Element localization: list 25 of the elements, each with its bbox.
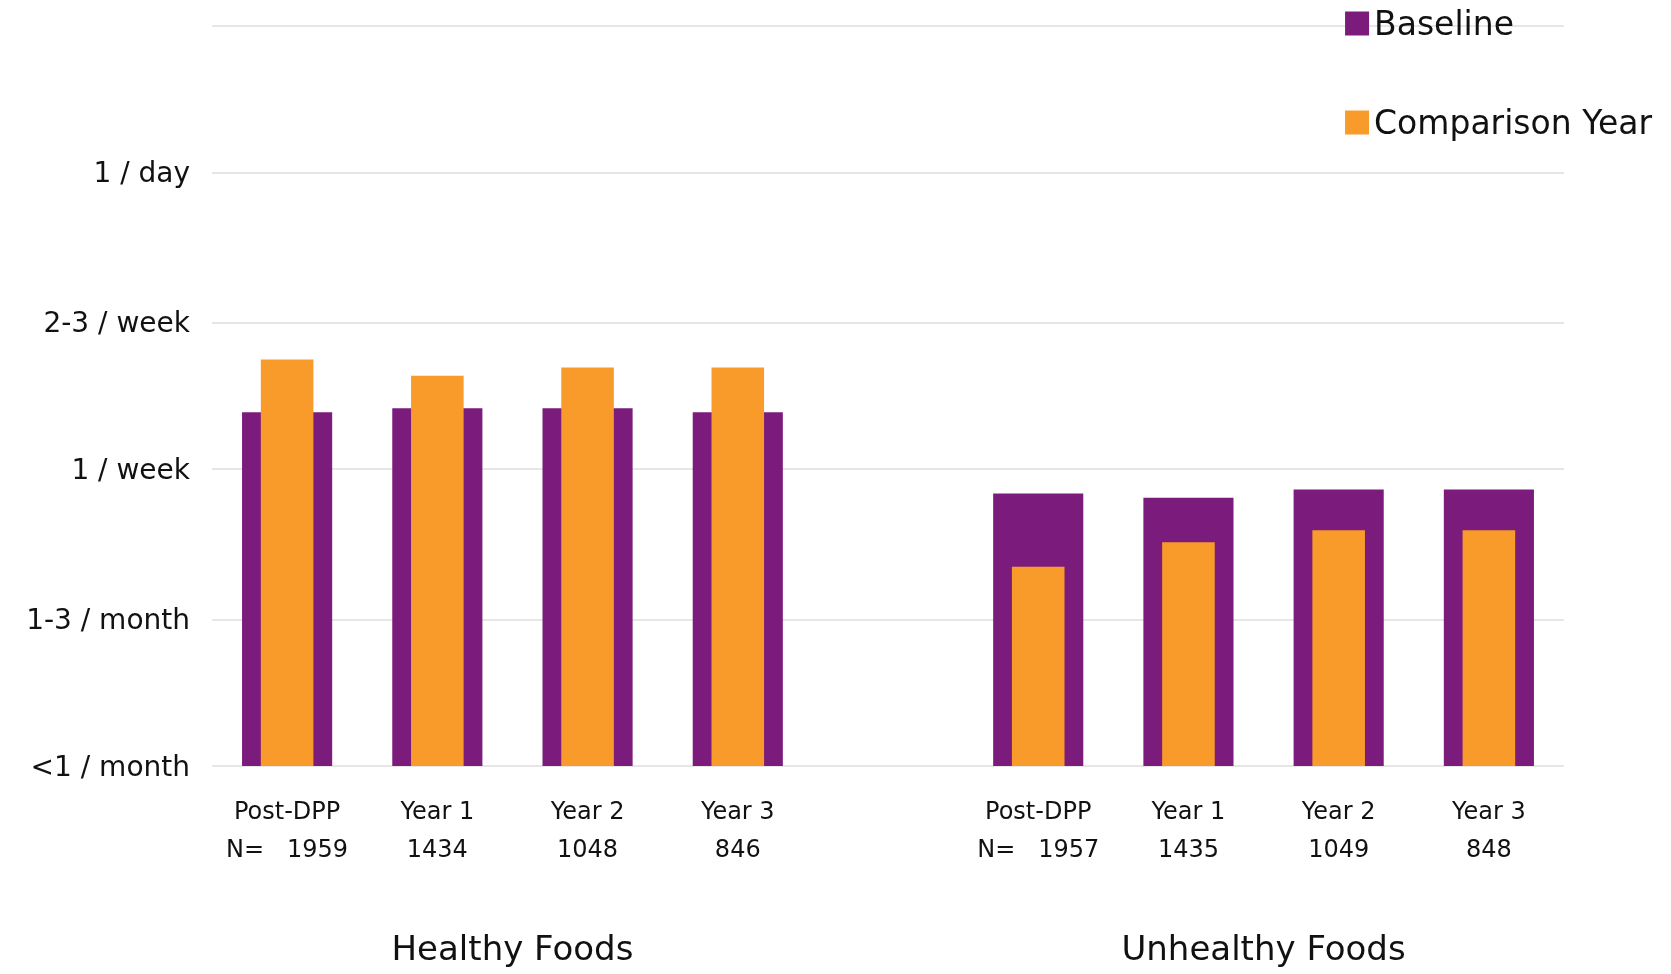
ref-line-label: <1 / month: [30, 749, 190, 783]
text: Healthy Foods: [391, 928, 634, 968]
x-tick-label: Year 3 846: [699, 797, 775, 863]
bar: [411, 375, 464, 766]
bar: [260, 359, 314, 766]
bar: [561, 367, 614, 766]
x-tick-label: Year 2 1049: [1300, 797, 1376, 863]
ref-line-label: 2-3 / week: [43, 306, 191, 340]
bar: [1312, 530, 1365, 766]
ref-line-label: 1 / week: [71, 452, 191, 486]
bar: [1162, 542, 1215, 766]
x-tick-label: Post-DPP N= 1959: [226, 797, 349, 863]
bar: [1462, 530, 1516, 766]
x-tick-label: Year 1 1435: [1150, 797, 1226, 863]
bar: [1011, 566, 1065, 766]
bar: [711, 367, 765, 766]
x-tick-label: Post-DPP N= 1957: [977, 797, 1100, 863]
legend-label: Baseline: [1374, 4, 1514, 43]
text: Unhealthy Foods: [1121, 928, 1406, 968]
ref-line-label: 1 / day: [93, 155, 190, 189]
x-tick-label: Year 2 1048: [549, 797, 625, 863]
legend-label: Comparison Year: [1374, 103, 1653, 142]
x-tick-label: Year 3 848: [1451, 797, 1526, 863]
x-tick-label: Year 1 1434: [399, 797, 475, 863]
ref-line-label: 1-3 / month: [26, 603, 190, 637]
